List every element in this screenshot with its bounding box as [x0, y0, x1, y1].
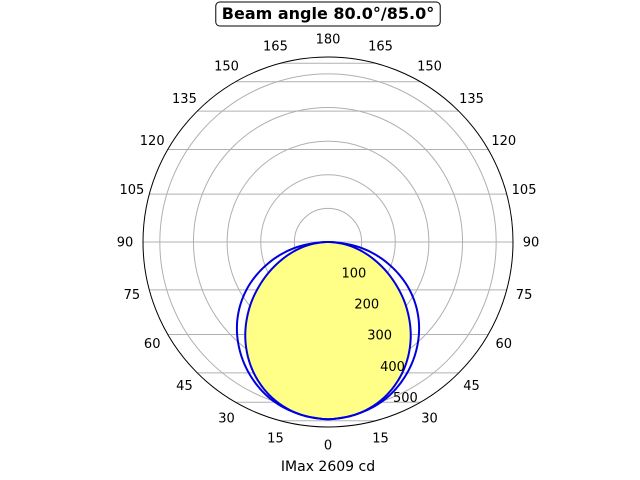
radial-tick-label: 300 — [367, 329, 392, 344]
angle-tick-label: 30 — [218, 411, 235, 426]
chart-title: Beam angle 80.0°/85.0° — [215, 1, 441, 27]
angle-tick-label: 120 — [140, 134, 165, 149]
fill-layer — [245, 242, 411, 420]
title-box — [215, 1, 441, 27]
angle-tick-label: 90 — [523, 236, 540, 251]
angle-tick-label: 135 — [172, 92, 197, 107]
angle-tick-label: 105 — [512, 183, 537, 198]
angle-tick-label: 45 — [463, 379, 480, 394]
angle-tick-label: 60 — [144, 337, 161, 352]
radial-tick-label: 200 — [354, 298, 379, 313]
title-text: Beam angle 80.0°/85.0° — [222, 4, 434, 23]
radial-tick-label: 100 — [341, 267, 366, 282]
angle-tick-label: 0 — [324, 439, 332, 454]
angle-tick-label: 150 — [417, 60, 442, 75]
angle-tick-label: 165 — [263, 39, 288, 54]
angle-tick-label: 165 — [368, 39, 393, 54]
angle-tick-label: 60 — [496, 337, 513, 352]
angle-tick-label: 15 — [267, 432, 284, 447]
angle-tick-label: 75 — [124, 288, 141, 303]
radial-tick-label: 400 — [380, 360, 405, 375]
x-axis-label: IMax 2609 cd — [281, 459, 375, 475]
radial-tick-label: 500 — [393, 391, 418, 406]
outer-ring — [142, 56, 514, 428]
angle-tick-label: 15 — [372, 432, 389, 447]
angle-tick-label: 150 — [214, 60, 239, 75]
angle-tick-label: 135 — [459, 92, 484, 107]
angle-tick-label: 180 — [316, 33, 341, 48]
beam-fill — [245, 242, 411, 420]
angle-tick-label: 75 — [516, 288, 533, 303]
angle-tick-label: 45 — [176, 379, 193, 394]
angle-tick-label: 30 — [421, 411, 438, 426]
curve-layer — [235, 241, 421, 421]
radial-tick-labels: 100 200 300 400 500 — [341, 267, 417, 406]
angle-tick-label: 90 — [117, 236, 134, 251]
angle-tick-labels: 0 15 15 30 30 45 45 60 60 75 75 90 90 105 105 120 120 135… — [117, 33, 540, 454]
angle-tick-label: 105 — [120, 183, 145, 198]
series-line-2 — [244, 241, 412, 421]
angle-tick-label: 120 — [491, 134, 516, 149]
